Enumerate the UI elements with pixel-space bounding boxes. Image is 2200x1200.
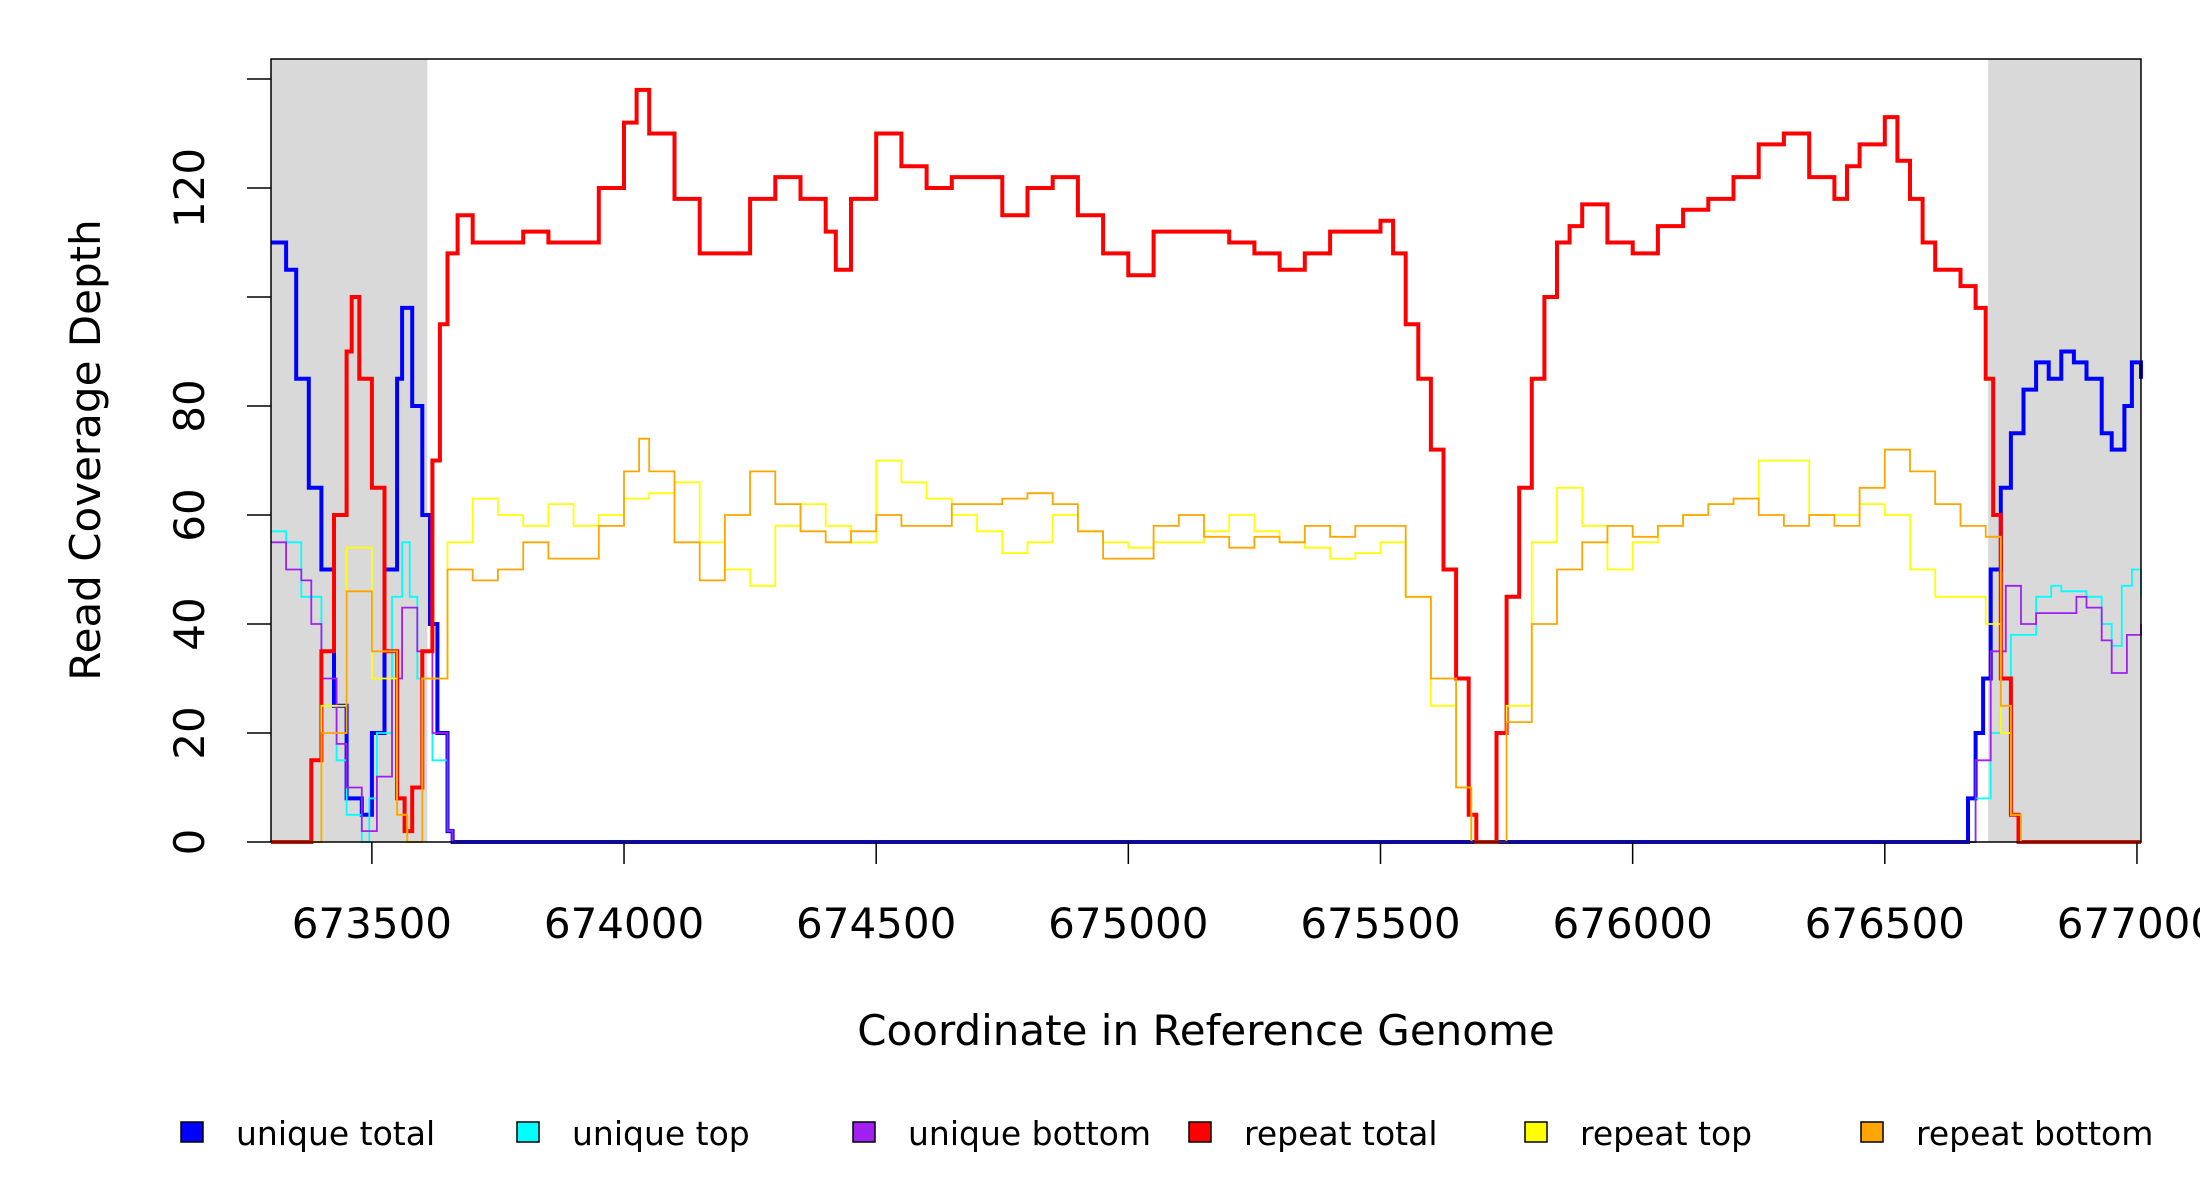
y-tick-label: 80 xyxy=(165,379,214,432)
legend-label: unique bottom xyxy=(908,1114,1151,1153)
series-lines xyxy=(271,87,2143,844)
legend-item: repeat total xyxy=(1188,1114,1438,1153)
x-tick-label: 675000 xyxy=(1048,899,1208,948)
legend-swatch xyxy=(1188,1121,1212,1143)
series-unique-top xyxy=(271,530,2142,843)
legend-label: repeat total xyxy=(1244,1114,1438,1153)
shaded-regions xyxy=(271,59,2141,842)
legend-swatch xyxy=(180,1121,204,1143)
x-tick-label: 677000 xyxy=(2057,899,2200,948)
series-repeat-total xyxy=(271,87,2141,844)
x-tick-label: 674500 xyxy=(796,899,956,948)
y-tick-label: 40 xyxy=(165,597,214,650)
legend-item: unique total xyxy=(180,1114,435,1153)
series-repeat-bottom xyxy=(271,437,2141,843)
legend-item: repeat bottom xyxy=(1860,1114,2153,1153)
x-axis: 673500 674000 674500 675000 675500 676000 6765… xyxy=(292,842,2200,948)
series-unique-bottom xyxy=(271,541,2142,843)
legend: unique total unique top unique bottom repea… xyxy=(180,1114,2153,1153)
plot-frame xyxy=(270,58,2142,843)
x-tick-label: 676000 xyxy=(1552,899,1712,948)
x-axis-title: Coordinate in Reference Genome xyxy=(857,1006,1555,1055)
x-tick-label: 674000 xyxy=(544,899,704,948)
y-tick-label: 60 xyxy=(165,488,214,541)
legend-item: repeat top xyxy=(1524,1114,1752,1153)
x-tick-label: 675500 xyxy=(1300,899,1460,948)
y-tick-label: 20 xyxy=(165,706,214,759)
legend-item: unique top xyxy=(516,1114,750,1153)
shaded-region xyxy=(271,59,428,842)
legend-swatch xyxy=(516,1121,540,1143)
x-tick-label: 673500 xyxy=(292,899,452,948)
legend-label: unique top xyxy=(572,1114,750,1153)
legend-swatch xyxy=(1524,1121,1548,1143)
legend-item: unique bottom xyxy=(852,1114,1151,1153)
legend-label: unique total xyxy=(236,1114,435,1153)
y-axis-title: Read Coverage Depth xyxy=(61,219,110,680)
legend-swatch xyxy=(852,1121,876,1143)
x-tick-label: 676500 xyxy=(1805,899,1965,948)
y-tick-label: 120 xyxy=(165,148,214,228)
legend-label: repeat top xyxy=(1580,1114,1752,1153)
legend-swatch xyxy=(1860,1121,1884,1143)
series-unique-total xyxy=(271,240,2143,844)
y-tick-label: 0 xyxy=(165,829,214,856)
y-axis: 0 20 40 60 80 120 xyxy=(165,78,271,856)
legend-label: repeat bottom xyxy=(1916,1114,2153,1153)
